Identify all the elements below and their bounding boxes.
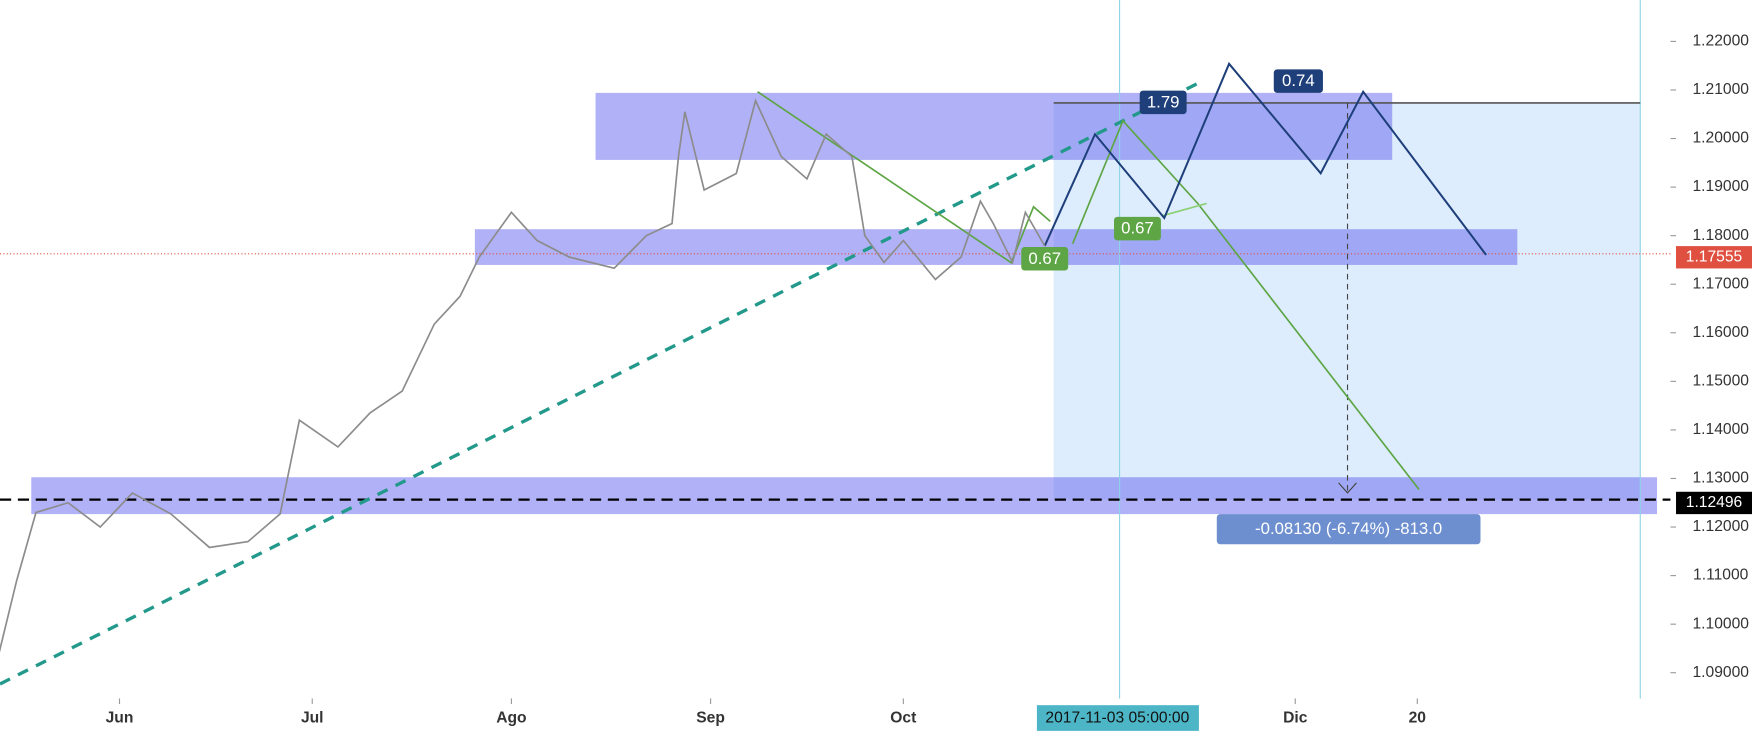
x-tick-label: Dic [1283, 710, 1308, 727]
label-box [1021, 247, 1069, 271]
y-tick-label: 1.21000 [1692, 81, 1749, 98]
y-tick-label: 1.15000 [1692, 372, 1749, 389]
y-tick-label: 1.19000 [1692, 178, 1749, 195]
measure-box [1216, 514, 1481, 545]
green-pattern [1071, 119, 1420, 491]
x-tick-label: 20 [1409, 710, 1427, 727]
ratio-label: 0.67 [1028, 249, 1061, 268]
price-tag [1676, 246, 1752, 269]
ratio-label: 0.74 [1282, 71, 1315, 90]
y-tick-label: 1.10000 [1692, 615, 1749, 632]
green-pattern [1161, 202, 1207, 217]
x-tick-label: Jun [106, 710, 134, 727]
target-label: 1.12496 [1686, 494, 1742, 511]
arrow-head [1338, 482, 1357, 494]
navy-pattern [1043, 61, 1487, 256]
x-tick-label: Jul [301, 710, 324, 727]
y-tick-label: 1.14000 [1692, 421, 1749, 438]
price-line [0, 98, 1046, 653]
crosshair-date: 2017-11-03 05:00:00 [1045, 710, 1189, 727]
y-tick-label: 1.17000 [1692, 275, 1749, 292]
y-tick-label: 1.20000 [1692, 130, 1749, 147]
y-tick-label: 1.18000 [1692, 227, 1749, 244]
label-box [1273, 69, 1323, 93]
middle-zone [474, 229, 1518, 265]
y-tick-label: 1.22000 [1692, 33, 1749, 50]
resistance-zone [595, 92, 1393, 160]
ratio-label: 1.79 [1147, 92, 1180, 111]
green-pattern [757, 91, 1051, 264]
x-tick-label: Sep [696, 710, 725, 727]
trend-line [0, 80, 1202, 686]
label-box [1113, 216, 1161, 241]
support-zone [31, 477, 1658, 515]
date-box [1036, 705, 1199, 731]
projection-zone [1053, 102, 1641, 500]
ratio-label: 0.67 [1121, 219, 1154, 238]
price-series [0, 98, 1046, 653]
y-tick-label: 1.09000 [1692, 664, 1749, 681]
target-tag [1676, 491, 1752, 515]
x-tick-label: Ago [496, 710, 526, 727]
y-tick-label: 1.12000 [1692, 518, 1749, 535]
label-box [1139, 90, 1187, 115]
measure-label: -0.08130 (-6.74%) -813.0 [1255, 519, 1442, 538]
price-label: 1.17555 [1686, 248, 1743, 265]
y-tick-label: 1.11000 [1693, 567, 1749, 584]
y-tick-label: 1.16000 [1692, 324, 1749, 341]
x-tick-label: Oct [890, 710, 917, 727]
y-tick-label: 1.13000 [1692, 470, 1749, 487]
